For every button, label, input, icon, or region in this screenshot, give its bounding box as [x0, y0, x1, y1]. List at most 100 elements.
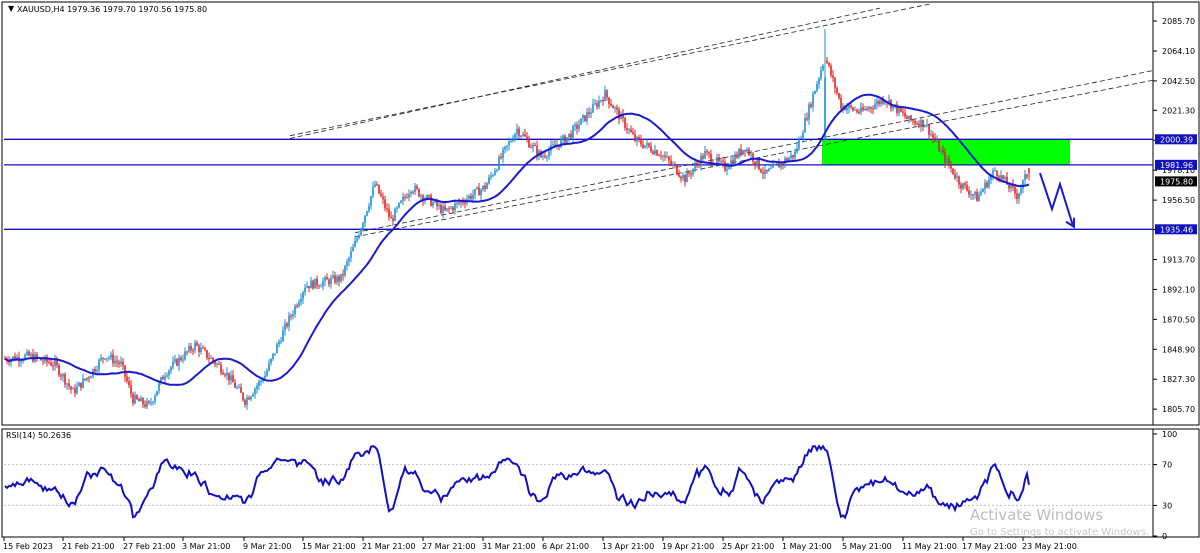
candle-bullish: [320, 286, 322, 288]
candle-bullish: [356, 238, 358, 242]
candle-bearish: [1008, 184, 1010, 189]
candle-bearish: [478, 187, 480, 196]
candle-bullish: [488, 177, 490, 184]
candle-bullish: [344, 266, 346, 276]
candle-bullish: [578, 124, 580, 129]
candle-bearish: [740, 148, 742, 155]
candle-bearish: [544, 155, 546, 158]
candle-bullish: [82, 378, 84, 388]
candle-bullish: [340, 274, 342, 282]
candle-bullish: [426, 195, 428, 199]
candle-bearish: [866, 108, 868, 110]
candle-bullish: [980, 191, 982, 195]
current-price-label: 1975.80: [1160, 177, 1193, 186]
candle-bullish: [580, 118, 582, 125]
candle-bullish: [352, 246, 354, 252]
candle-bullish: [776, 163, 778, 165]
price-plot[interactable]: [4, 3, 1154, 410]
time-axis-label: 1 May 21:00: [782, 542, 832, 551]
candle-bullish: [482, 185, 484, 190]
candle-bearish: [94, 369, 96, 372]
candle-bearish: [1002, 175, 1004, 179]
candle-bearish: [684, 174, 686, 183]
candle-bearish: [464, 202, 466, 204]
candle-bullish: [450, 207, 452, 209]
candle-bearish: [960, 184, 962, 189]
candle-bearish: [286, 323, 288, 327]
candle-bearish: [906, 116, 908, 120]
time-axis-label: 11 May 21:00: [902, 542, 957, 551]
candle-bullish: [552, 144, 554, 146]
candle-bullish: [54, 359, 56, 366]
candle-bullish: [362, 223, 364, 229]
candle-bullish: [166, 375, 168, 377]
candle-bullish: [592, 103, 594, 113]
candle-bullish: [774, 164, 776, 166]
candle-bearish: [452, 207, 454, 211]
candle-bullish: [434, 200, 436, 203]
time-axis-label: 13 Apr 21:00: [602, 542, 654, 551]
candle-bullish: [282, 330, 284, 342]
price-axis-label: 1848.90: [1162, 345, 1195, 354]
candle-bearish: [240, 387, 242, 393]
candle-bullish: [364, 215, 366, 224]
candle-bullish: [726, 169, 728, 171]
candle-bullish: [600, 100, 602, 102]
candle-bullish: [302, 292, 304, 299]
candle-bearish: [64, 374, 66, 385]
time-axis-label: 3 Mar 21:00: [182, 542, 230, 551]
candle-bearish: [828, 62, 830, 66]
candle-bullish: [96, 369, 98, 372]
candle-bullish: [820, 70, 822, 79]
candle-bullish: [614, 107, 616, 109]
candle-bearish: [878, 100, 880, 104]
candle-bullish: [178, 357, 180, 366]
candle-bearish: [624, 118, 626, 129]
candle-bullish: [892, 104, 894, 109]
candle-bearish: [334, 275, 336, 283]
candle-bullish: [628, 129, 630, 131]
candle-bearish: [862, 107, 864, 111]
time-axis-label: 17 May 21:00: [962, 542, 1017, 551]
candle-bearish: [656, 150, 658, 156]
candle-bearish: [190, 346, 192, 351]
candle-bearish: [388, 208, 390, 217]
candle-bullish: [454, 203, 456, 211]
candle-bearish: [290, 315, 292, 317]
candle-bearish: [1016, 193, 1018, 199]
rsi-axis-label: 0: [1162, 532, 1167, 541]
candle-bearish: [782, 162, 784, 165]
candle-bullish: [604, 90, 606, 102]
candle-bullish: [12, 356, 14, 360]
candle-bullish: [200, 347, 202, 352]
candle-bullish: [400, 200, 402, 203]
candle-bullish: [504, 146, 506, 150]
candle-bullish: [924, 125, 926, 128]
candle-bullish: [298, 302, 300, 307]
candle-bullish: [794, 151, 796, 158]
candle-bearish: [132, 393, 134, 404]
candle-bullish: [982, 189, 984, 192]
time-axis-label: 23 May 21:00: [1022, 542, 1077, 551]
candle-bullish: [750, 153, 752, 155]
candle-bullish: [360, 228, 362, 236]
candle-bearish: [678, 174, 680, 177]
candle-bullish: [272, 353, 274, 359]
candle-bearish: [196, 342, 198, 346]
candle-bullish: [366, 211, 368, 216]
moving-average-line: [4, 93, 1030, 386]
candle-bullish: [372, 186, 374, 197]
candle-bearish: [632, 132, 634, 135]
candle-bullish: [250, 396, 252, 400]
candle-bearish: [680, 176, 682, 179]
candle-bearish: [14, 356, 16, 361]
candle-bullish: [508, 141, 510, 146]
candle-bearish: [36, 354, 38, 358]
candle-bearish: [918, 123, 920, 127]
candle-bullish: [402, 196, 404, 201]
candle-bearish: [610, 104, 612, 106]
candle-bullish: [574, 124, 576, 127]
price-axis-label: 2085.70: [1162, 17, 1195, 26]
candle-bullish: [644, 145, 646, 148]
rsi-plot[interactable]: [4, 444, 1150, 520]
